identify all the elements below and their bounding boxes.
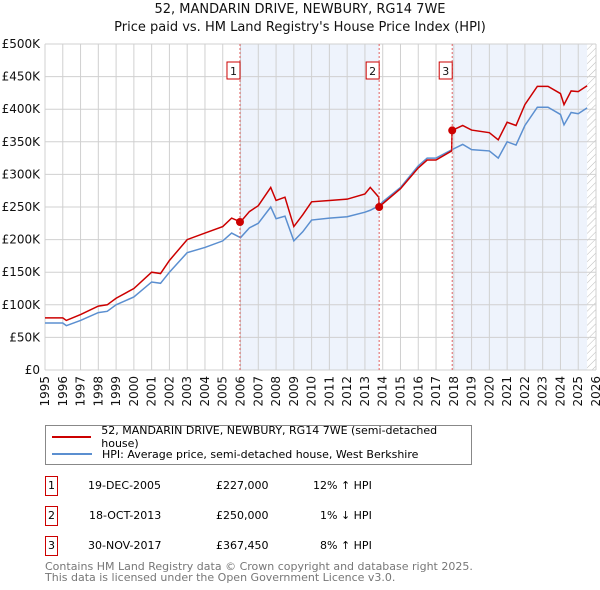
x-tick-label: 2004	[198, 376, 212, 407]
transaction-number: 2	[45, 506, 58, 526]
x-tick-label: 2016	[411, 376, 425, 407]
legend-item-hpi: HPI: Average price, semi-detached house,…	[52, 446, 418, 462]
sale-badge	[438, 61, 453, 80]
chart-title: 52, MANDARIN DRIVE, NEWBURY, RG14 7WE	[154, 2, 446, 17]
legend-item-property: 52, MANDARIN DRIVE, NEWBURY, RG14 7WE (s…	[52, 424, 471, 450]
transaction-price: £227,000	[216, 479, 269, 492]
transaction-hpi: 8% ↑ HPI	[320, 539, 372, 552]
sale-badge-label: 2	[369, 65, 376, 78]
transaction-hpi: 1% ↓ HPI	[320, 509, 372, 522]
x-tick-label: 2010	[305, 376, 319, 407]
x-tick-label: 1997	[74, 376, 88, 407]
x-tick-label: 1995	[38, 376, 52, 407]
x-tick-label: 2018	[447, 376, 461, 407]
x-tick-label: 2006	[234, 376, 248, 407]
sale-badge	[365, 61, 380, 80]
legend-swatch-red	[52, 436, 92, 438]
legend-label: HPI: Average price, semi-detached house,…	[102, 447, 419, 461]
transaction-number: 1	[45, 476, 58, 496]
transaction-row: 3 30-NOV-2017 £367,450 8% ↑ HPI	[45, 536, 465, 556]
sale-badge-label: 1	[230, 65, 237, 78]
x-tick-label: 1999	[109, 376, 123, 407]
x-tick-label: 2005	[216, 376, 230, 407]
transaction-price: £367,450	[216, 539, 269, 552]
transaction-hpi: 12% ↑ HPI	[313, 479, 372, 492]
sale-badge	[226, 61, 241, 80]
sale-point	[235, 217, 244, 226]
x-tick-label: 2013	[358, 376, 372, 407]
x-tick-label: 2022	[518, 376, 532, 407]
x-tick-label: 2021	[500, 376, 514, 407]
x-tick-label: 1998	[91, 376, 105, 407]
transaction-date: 30-NOV-2017	[88, 539, 162, 552]
y-tick-label: £150K	[2, 265, 42, 279]
footer-licence: This data is licensed under the Open Gov…	[45, 571, 396, 584]
y-tick-label: £0	[25, 363, 40, 377]
x-tick-label: 2015	[393, 376, 407, 407]
y-tick-label: £400K	[2, 102, 42, 116]
transaction-date: 19-DEC-2005	[88, 479, 162, 492]
x-tick-label: 2020	[482, 376, 496, 407]
x-tick-label: 2011	[322, 376, 336, 407]
footer-copyright: Contains HM Land Registry data © Crown c…	[45, 560, 473, 573]
series-line	[45, 106, 588, 327]
sale-point	[448, 126, 457, 135]
x-tick-label: 2003	[180, 376, 194, 407]
x-tick-label: 2008	[269, 376, 283, 407]
legend-label: 52, MANDARIN DRIVE, NEWBURY, RG14 7WE (s…	[101, 424, 438, 450]
y-tick-label: £250K	[2, 200, 42, 214]
legend: 52, MANDARIN DRIVE, NEWBURY, RG14 7WE (s…	[45, 424, 472, 465]
x-tick-label: 2017	[429, 376, 443, 407]
x-tick-label: 2014	[376, 376, 390, 407]
x-tick-label: 2007	[251, 376, 265, 407]
y-tick-label: £450K	[2, 70, 42, 84]
x-tick-label: 2026	[589, 376, 600, 407]
y-tick-label: £100K	[2, 298, 42, 312]
transaction-row: 2 18-OCT-2013 £250,000 1% ↓ HPI	[45, 506, 465, 526]
chart-subtitle: Price paid vs. HM Land Registry's House …	[114, 20, 486, 35]
sale-point	[375, 203, 384, 211]
x-tick-label: 2002	[162, 376, 176, 407]
x-tick-label: 2012	[340, 376, 354, 407]
transaction-price: £250,000	[216, 509, 269, 522]
x-tick-label: 2025	[571, 376, 585, 407]
y-tick-label: £200K	[2, 233, 42, 247]
sale-badge-label: 3	[442, 65, 449, 78]
x-tick-label: 2023	[536, 376, 550, 407]
x-tick-label: 2009	[287, 376, 301, 407]
legend-swatch-blue	[52, 453, 92, 455]
y-tick-label: £350K	[2, 135, 42, 149]
y-tick-label: £300K	[2, 167, 42, 181]
x-tick-label: 2000	[127, 376, 141, 407]
series-line	[45, 85, 588, 322]
transaction-date: 18-OCT-2013	[89, 509, 162, 522]
x-tick-label: 2001	[145, 376, 159, 407]
transaction-row: 1 19-DEC-2005 £227,000 12% ↑ HPI	[45, 476, 465, 496]
x-tick-label: 2019	[465, 376, 479, 407]
footer: Contains HM Land Registry data © Crown c…	[45, 561, 473, 583]
transaction-number: 3	[45, 536, 58, 556]
x-tick-label: 1996	[56, 376, 70, 407]
y-tick-label: £50K	[9, 330, 41, 344]
y-tick-label: £500K	[2, 37, 42, 51]
x-tick-label: 2024	[553, 376, 567, 407]
